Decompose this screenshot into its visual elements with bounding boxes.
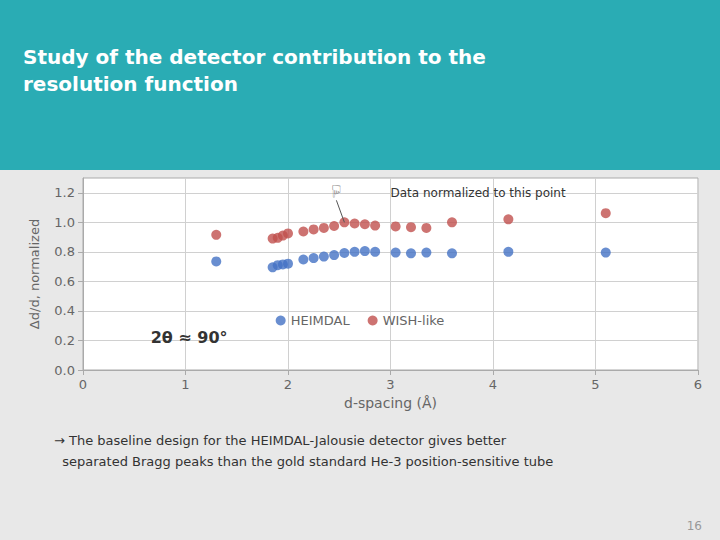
svg-text:0.0: 0.0 (54, 363, 75, 378)
svg-text:→ The baseline design for the: → The baseline design for the HEIMDAL-Ja… (54, 433, 507, 448)
svg-text:0: 0 (79, 377, 87, 392)
svg-text:Δd/d, normalized: Δd/d, normalized (27, 219, 42, 329)
svg-text:4: 4 (489, 377, 497, 392)
svg-text:0.4: 0.4 (54, 303, 75, 318)
svg-text:Study of the detector contribu: Study of the detector contribution to th… (23, 45, 486, 69)
svg-text:separated Bragg peaks than the: separated Bragg peaks than the gold stan… (54, 454, 553, 469)
svg-text:1.2: 1.2 (54, 185, 75, 200)
svg-text:3: 3 (386, 377, 394, 392)
svg-text:6: 6 (694, 377, 702, 392)
svg-text:HEIMDAL: HEIMDAL (291, 313, 351, 328)
svg-text:d-spacing (Å): d-spacing (Å) (344, 395, 437, 411)
svg-text:0.8: 0.8 (54, 244, 75, 259)
svg-text:resolution function: resolution function (23, 72, 238, 96)
svg-text:2: 2 (284, 377, 292, 392)
svg-text:Data normalized to this point: Data normalized to this point (391, 186, 566, 200)
svg-text:0.2: 0.2 (54, 333, 75, 348)
svg-text:0.6: 0.6 (54, 274, 75, 289)
svg-text:2θ ≈ 90°: 2θ ≈ 90° (151, 328, 228, 347)
svg-text:5: 5 (591, 377, 599, 392)
svg-text:16: 16 (687, 519, 702, 533)
svg-text:1.0: 1.0 (54, 215, 75, 230)
svg-text:1: 1 (181, 377, 189, 392)
svg-text:WISH-like: WISH-like (383, 313, 445, 328)
svg-text:☜: ☜ (326, 184, 346, 199)
